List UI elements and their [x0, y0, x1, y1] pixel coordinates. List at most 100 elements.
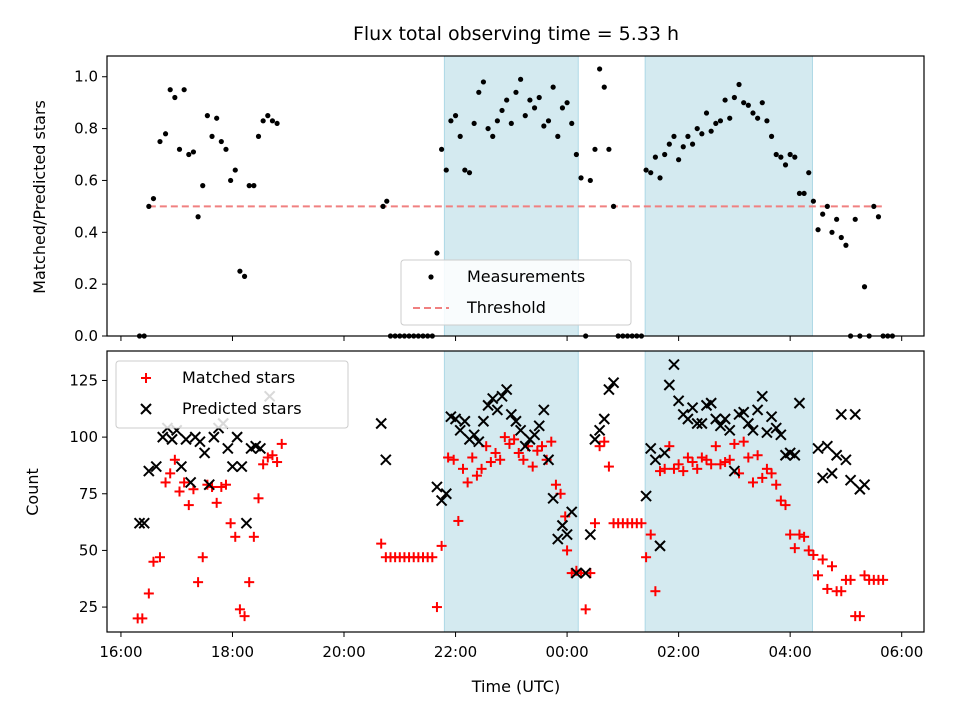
data-point	[462, 477, 473, 488]
data-point	[471, 120, 477, 127]
data-point	[150, 195, 157, 202]
data-point	[694, 125, 700, 132]
data-point	[225, 518, 236, 529]
data-point	[162, 131, 169, 137]
data-point	[453, 515, 464, 526]
data-point	[510, 415, 522, 427]
data-point	[844, 474, 857, 486]
top-series-measurements	[136, 66, 895, 339]
data-point	[203, 478, 215, 491]
bottom-x-tick-label: 04:00	[769, 643, 812, 661]
data-point	[676, 157, 682, 163]
data-point	[487, 392, 499, 405]
data-point	[682, 452, 693, 463]
data-point	[765, 411, 778, 423]
top-axes-frame	[106, 55, 925, 337]
data-point	[680, 144, 686, 150]
data-point	[239, 611, 250, 622]
data-point	[262, 452, 273, 463]
data-point	[555, 133, 561, 139]
data-point	[775, 429, 787, 441]
data-point	[169, 454, 180, 465]
data-point	[657, 175, 663, 181]
data-point	[770, 422, 782, 434]
data-point	[593, 424, 606, 437]
data-point	[244, 577, 255, 588]
bottom-legend: Matched stars Predicted stars	[115, 360, 349, 429]
data-point	[504, 438, 515, 449]
data-point	[603, 383, 615, 396]
data-point	[687, 457, 698, 468]
data-point	[223, 146, 229, 152]
data-point	[806, 170, 812, 176]
data-point	[692, 463, 703, 474]
data-point	[265, 113, 271, 119]
data-point	[531, 105, 538, 111]
data-point	[610, 203, 617, 209]
data-point	[771, 479, 782, 490]
data-point	[756, 390, 768, 403]
data-point	[752, 450, 763, 461]
data-point	[550, 84, 556, 90]
data-point	[587, 177, 593, 184]
data-point	[696, 417, 708, 430]
chart-title: Flux total observing time = 5.33 h	[353, 23, 679, 45]
data-point	[717, 118, 724, 124]
data-point	[527, 461, 538, 472]
top-y-tick-label: 0.6	[74, 171, 98, 189]
data-point	[655, 466, 666, 477]
data-point	[260, 118, 266, 124]
data-point	[673, 459, 684, 470]
data-point	[662, 151, 668, 158]
data-point	[829, 229, 835, 235]
data-point	[564, 100, 570, 106]
data-point	[160, 477, 171, 488]
data-point	[485, 457, 496, 468]
data-point	[459, 415, 471, 427]
top-y-tick-label: 1.0	[74, 68, 98, 86]
data-point	[854, 611, 865, 622]
data-point	[440, 488, 452, 500]
data-point	[508, 120, 514, 127]
data-point	[211, 497, 222, 508]
data-point	[246, 183, 252, 189]
data-point	[527, 97, 533, 103]
data-point	[248, 531, 259, 542]
data-point	[648, 170, 654, 176]
data-point	[452, 113, 459, 119]
data-point	[715, 459, 726, 470]
data-point	[636, 518, 647, 529]
data-point	[175, 460, 188, 473]
data-point	[645, 442, 657, 455]
data-point	[710, 413, 722, 425]
data-point	[724, 454, 735, 465]
data-point	[875, 214, 882, 220]
data-point	[220, 479, 231, 490]
data-point	[589, 433, 601, 446]
data-point	[826, 561, 837, 572]
data-point	[741, 100, 747, 106]
data-point	[689, 141, 696, 147]
data-point	[448, 118, 454, 124]
data-point	[601, 84, 607, 90]
data-point	[792, 154, 798, 160]
data-point	[722, 97, 728, 103]
data-point	[467, 452, 478, 463]
data-point	[552, 533, 564, 545]
data-point	[194, 435, 206, 448]
data-point	[705, 397, 717, 409]
data-point	[251, 183, 257, 189]
data-point	[528, 429, 541, 441]
data-point	[505, 408, 518, 421]
data-point	[167, 87, 173, 93]
data-point	[258, 459, 269, 470]
bottom-panel: 25 50 75 100 125 16:00 18:00 20:00 22:00 00:00 02:…	[69, 350, 925, 661]
data-point	[650, 586, 661, 597]
data-point	[724, 424, 736, 437]
data-point	[240, 517, 253, 529]
data-point	[768, 133, 775, 139]
data-point	[599, 436, 610, 447]
data-point	[737, 406, 750, 418]
data-point	[253, 493, 264, 504]
data-point	[471, 470, 482, 481]
